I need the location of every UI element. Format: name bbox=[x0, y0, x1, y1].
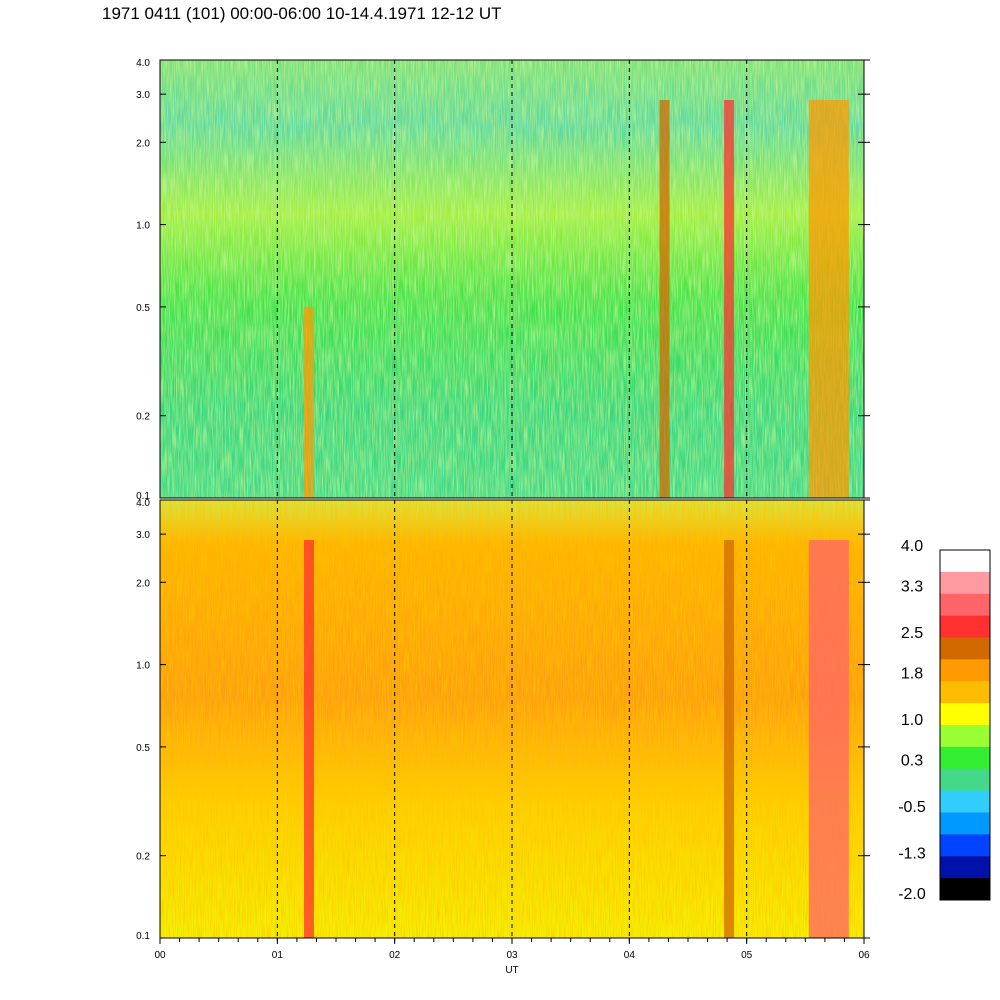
x-tick-label: 01 bbox=[272, 950, 284, 961]
colorbar-swatch bbox=[940, 812, 990, 835]
burst-band bbox=[724, 540, 735, 938]
y-tick-label: 0.1 bbox=[136, 931, 150, 942]
upper-y-axis: 0.1 0.2 0.5 1.0 2.0 3.0 4.0 bbox=[136, 58, 870, 502]
hour-gridlines bbox=[276, 60, 748, 938]
x-axis-label: UT bbox=[505, 965, 518, 976]
lower-y-axis: 0.1 0.2 0.5 1.0 2.0 3.0 4.0 bbox=[136, 498, 870, 942]
colorbar-swatch bbox=[940, 746, 990, 770]
burst-band bbox=[808, 100, 849, 498]
x-tick-label: 02 bbox=[389, 950, 401, 961]
colorbar: 4.0 3.3 2.5 1.8 1.0 0.3 -0.5 -1.3 -2.0 bbox=[898, 538, 991, 903]
colorbar-label: 1.8 bbox=[901, 666, 923, 683]
burst-band bbox=[659, 100, 670, 498]
x-tick-label: 04 bbox=[624, 950, 636, 961]
y-tick-label: 4.0 bbox=[136, 498, 150, 509]
colorbar-swatch bbox=[940, 571, 990, 595]
colorbar-swatch bbox=[940, 703, 990, 726]
upper-bursts bbox=[304, 100, 849, 498]
y-tick-label: 3.0 bbox=[136, 90, 150, 101]
x-tick-label: 06 bbox=[858, 950, 870, 961]
colorbar-frame bbox=[939, 549, 991, 901]
colorbar-label: -2.0 bbox=[898, 886, 926, 903]
colorbar-swatch bbox=[940, 768, 990, 792]
colorbar-swatch bbox=[940, 725, 990, 748]
y-tick-label: 0.2 bbox=[136, 852, 150, 863]
colorbar-swatch bbox=[940, 593, 990, 617]
colorbar-swatch bbox=[940, 856, 990, 879]
colorbar-swatch bbox=[940, 790, 990, 813]
burst-band bbox=[304, 540, 315, 938]
y-tick-label: 1.0 bbox=[136, 661, 150, 672]
x-tick-label: 03 bbox=[506, 950, 518, 961]
x-axis: 00 01 02 03 04 05 06 bbox=[154, 938, 870, 961]
colorbar-swatch bbox=[940, 615, 990, 638]
colorbar-label: 0.3 bbox=[901, 753, 923, 770]
burst-band bbox=[304, 306, 315, 498]
y-tick-label: 1.0 bbox=[136, 221, 150, 232]
lower-bursts bbox=[304, 540, 849, 938]
colorbar-swatch bbox=[940, 834, 990, 857]
burst-band bbox=[808, 540, 849, 938]
colorbar-label: 2.5 bbox=[901, 625, 923, 642]
x-tick-label: 00 bbox=[154, 950, 166, 961]
colorbar-swatch bbox=[940, 681, 990, 704]
burst-band bbox=[724, 100, 735, 498]
y-tick-label: 0.2 bbox=[136, 412, 150, 423]
y-tick-label: 0.5 bbox=[136, 303, 150, 314]
colorbar-label: -1.3 bbox=[898, 845, 926, 862]
colorbar-swatch bbox=[940, 637, 990, 660]
colorbar-swatch bbox=[940, 878, 990, 901]
colorbar-label: -0.5 bbox=[898, 799, 926, 816]
y-tick-label: 0.1 bbox=[136, 491, 150, 502]
colorbar-label: 1.0 bbox=[901, 712, 923, 729]
y-tick-label: 4.0 bbox=[136, 58, 150, 69]
y-tick-label: 2.0 bbox=[136, 138, 150, 149]
colorbar-label: 3.3 bbox=[901, 579, 923, 596]
colorbar-swatch bbox=[940, 659, 990, 682]
y-tick-label: 3.0 bbox=[136, 530, 150, 541]
colorbar-swatch bbox=[940, 550, 990, 573]
chart-title: 1971 0411 (101) 00:00-06:00 10-14.4.1971… bbox=[102, 4, 502, 23]
colorbar-label: 4.0 bbox=[901, 538, 923, 555]
y-tick-label: 2.0 bbox=[136, 578, 150, 589]
y-tick-label: 0.5 bbox=[136, 743, 150, 754]
x-tick-label: 05 bbox=[741, 950, 753, 961]
